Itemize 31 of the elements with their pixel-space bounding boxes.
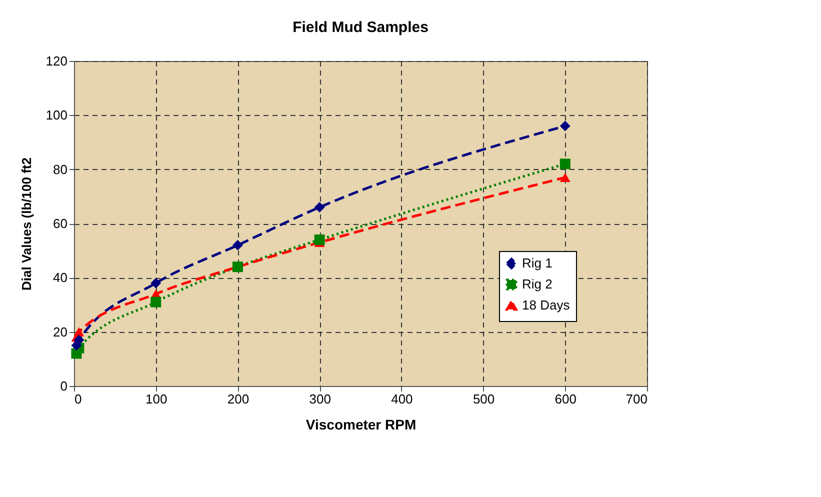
point (150, 278, 162, 288)
point (314, 202, 325, 212)
point (560, 158, 570, 170)
y-tick-label: 120 (46, 54, 68, 68)
x-tick-label: 200 (227, 392, 250, 406)
point (150, 296, 162, 308)
x-tick-label: 500 (472, 392, 495, 406)
legend-label: Rig 2 (522, 276, 552, 292)
y-tick-label: 40 (53, 270, 68, 286)
legend-label: 18 Days (522, 298, 570, 312)
y-tick-label: 100 (46, 108, 68, 123)
y-tick-label: 80 (53, 162, 68, 177)
x-tick-label: 100 (146, 392, 168, 406)
x-axis-title: Viscometer RPM (306, 416, 416, 432)
point (232, 240, 243, 250)
x-tick-label: 300 (309, 392, 331, 406)
y-axis-title: Dial Values (lb/100 ft2 (18, 158, 34, 290)
legend-label: Rig 1 (522, 256, 552, 270)
x-tick-label: 400 (391, 392, 413, 406)
y-tick-label: 0 (60, 378, 68, 394)
point (314, 234, 325, 245)
point (74, 327, 84, 336)
x-tick-label: 600 (554, 392, 576, 406)
x-tick-label: 700 (626, 392, 648, 406)
point (560, 120, 570, 132)
y-tick-label: 20 (53, 324, 68, 340)
y-tick-label: 60 (53, 216, 68, 231)
x-tick-label: 0 (74, 392, 82, 406)
point (74, 334, 84, 346)
chart-title: Field Mud Samples (292, 19, 428, 36)
point (560, 172, 570, 182)
